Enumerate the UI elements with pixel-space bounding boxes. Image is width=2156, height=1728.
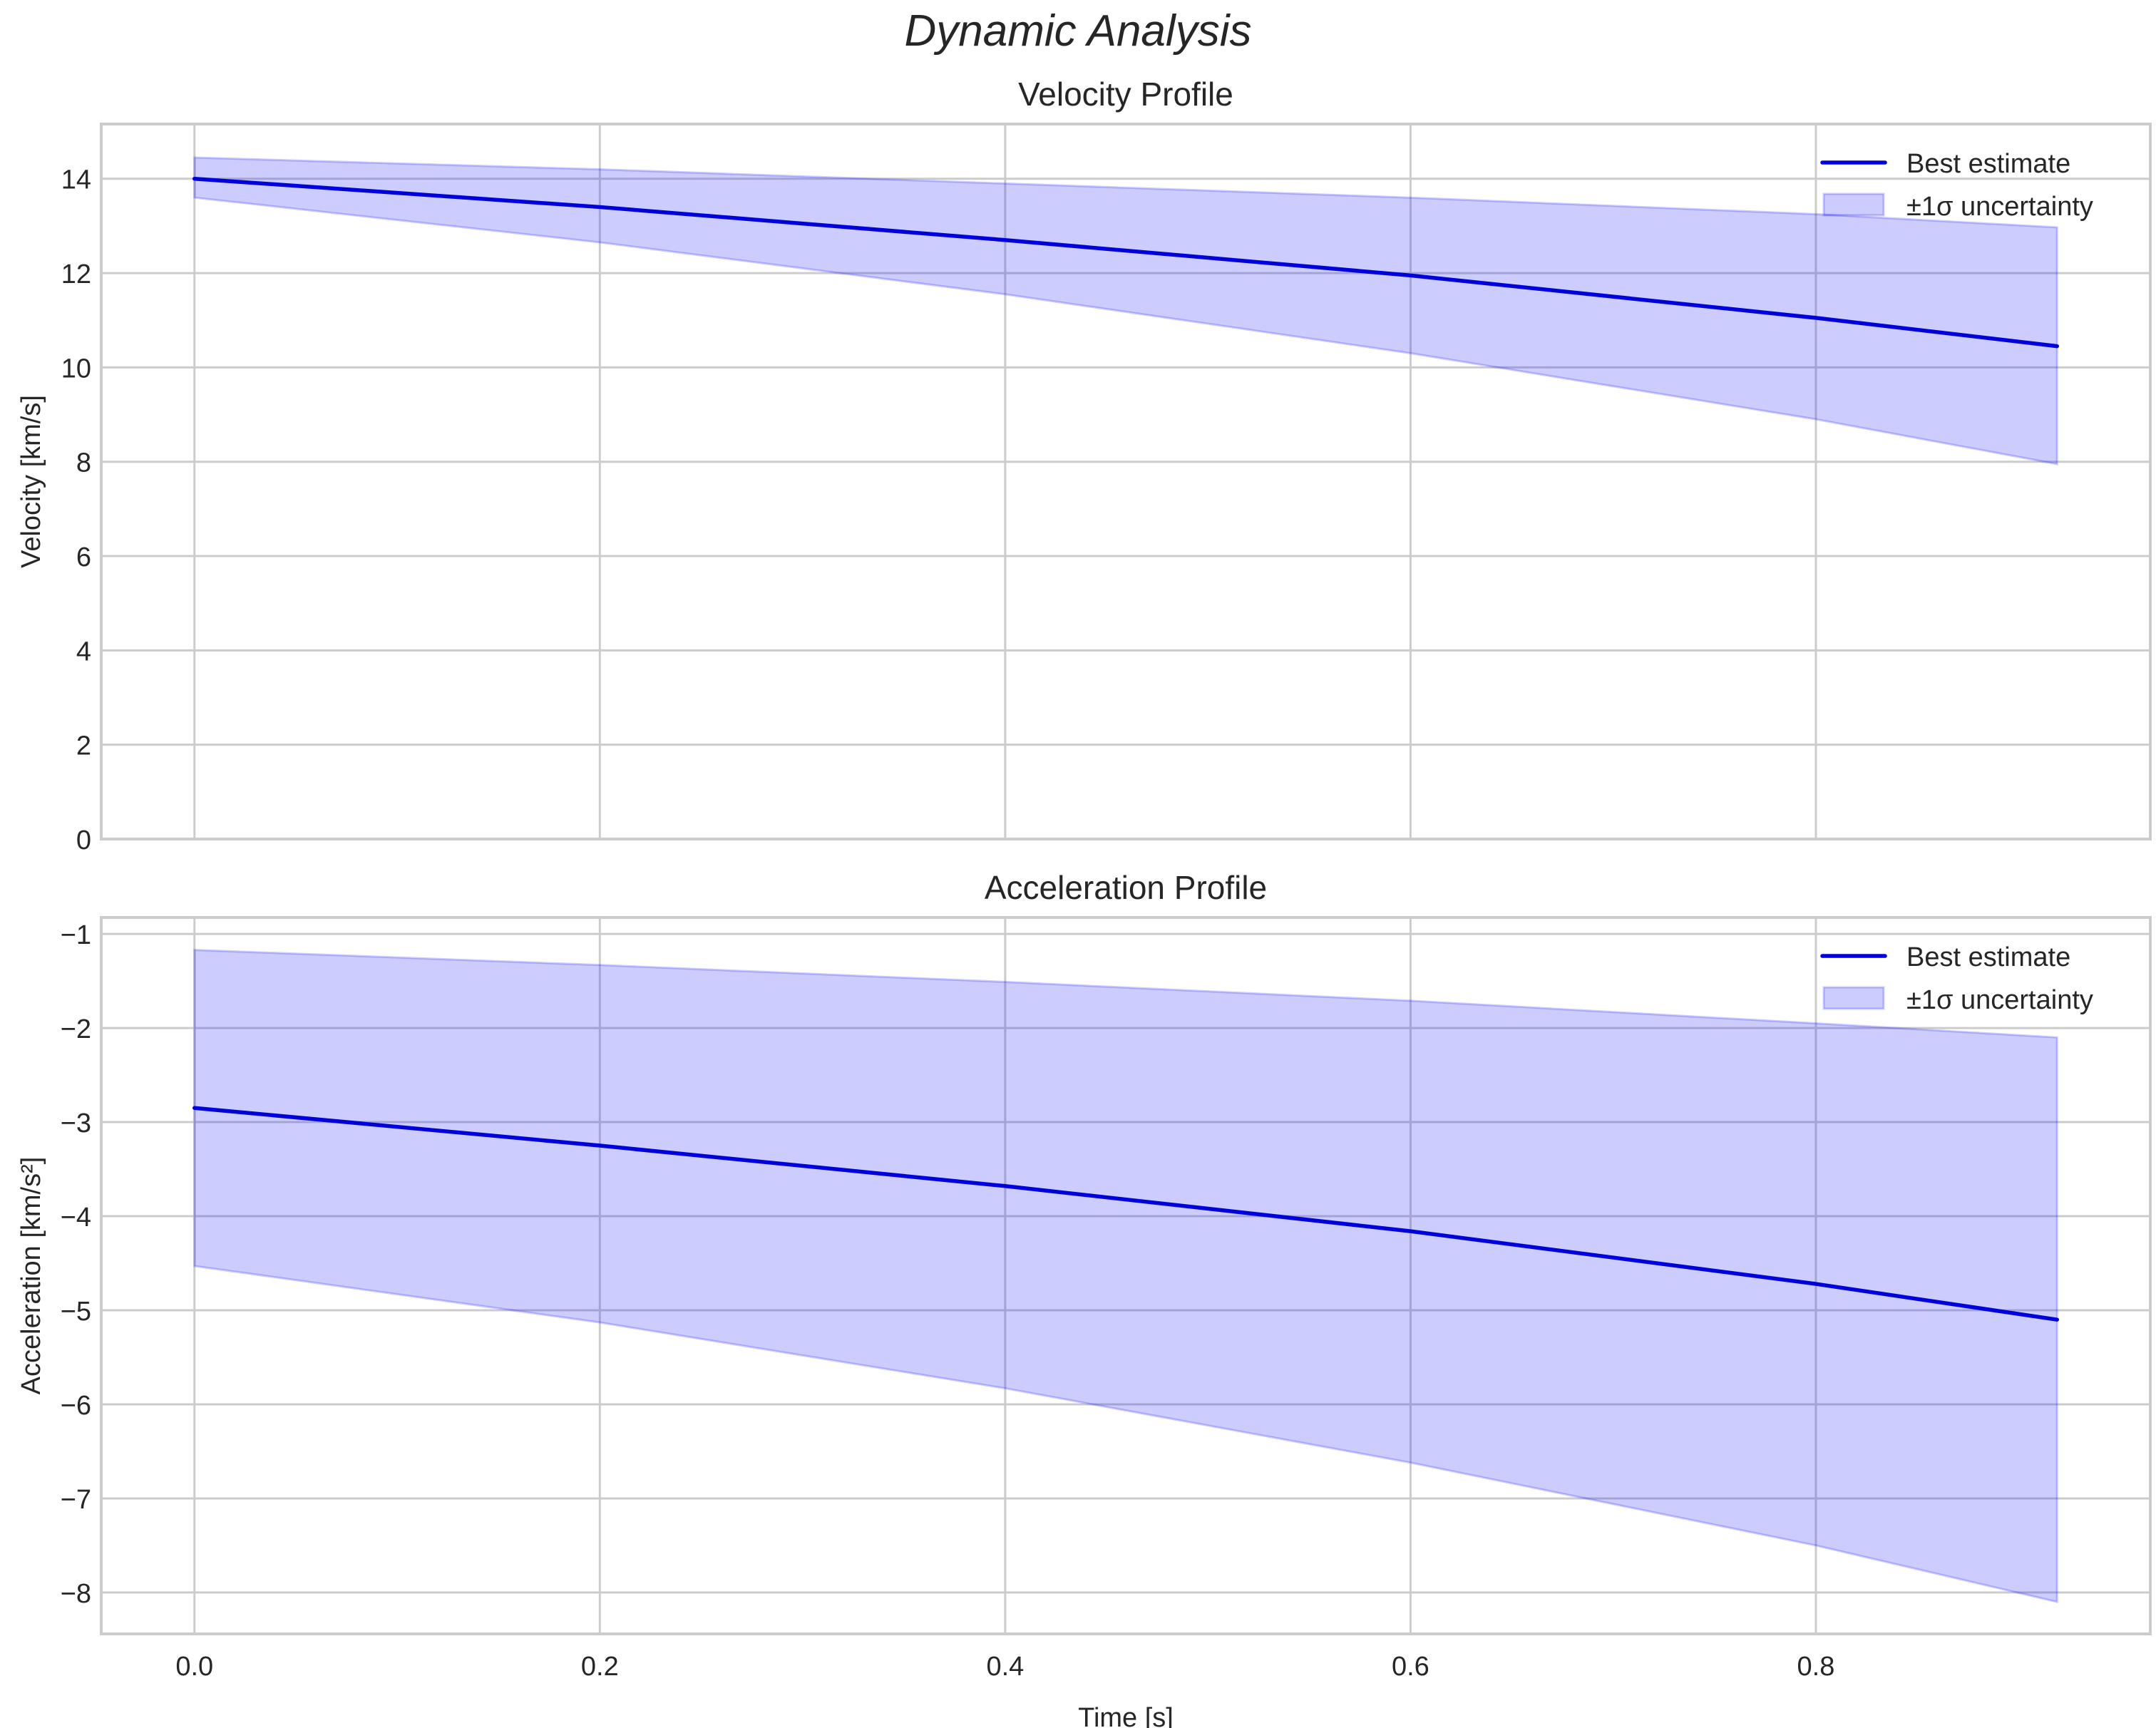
- svg-text:0.4: 0.4: [986, 1652, 1024, 1682]
- y-tick-labels: 0 2 4 6 8 10 12 14: [61, 165, 91, 855]
- axes-frame: [100, 916, 2152, 1635]
- best-estimate-line: [192, 176, 2059, 349]
- plot-area: [101, 917, 2150, 1634]
- figure-title: Dynamic Analysis: [904, 6, 1252, 56]
- legend: Best estimate ±1σ uncertainty: [1820, 149, 2093, 222]
- svg-text:−1: −1: [61, 920, 91, 950]
- svg-text:2: 2: [76, 731, 91, 761]
- svg-text:−2: −2: [61, 1014, 91, 1044]
- svg-text:−7: −7: [61, 1485, 91, 1515]
- gridlines: [101, 917, 2150, 1634]
- svg-text:0.8: 0.8: [1797, 1652, 1835, 1682]
- y-tick-labels: −1 −2 −3 −4 −5 −6 −7 −8: [61, 920, 91, 1609]
- svg-text:0: 0: [76, 826, 91, 855]
- y-axis-label: Acceleration [km/s²]: [16, 1157, 46, 1395]
- legend: Best estimate ±1σ uncertainty: [1820, 942, 2093, 1015]
- svg-text:0.0: 0.0: [175, 1652, 213, 1682]
- svg-text:6: 6: [76, 542, 91, 572]
- svg-text:8: 8: [76, 448, 91, 478]
- velocity-chart: Velocity Profile 0 2 4 6 8 10 12 14 Velocity [km/…: [16, 76, 2152, 855]
- x-tick-labels: 0.0 0.2 0.4 0.6 0.8: [175, 1652, 1834, 1682]
- legend-label-uncertainty: ±1σ uncertainty: [1906, 985, 2093, 1015]
- svg-text:0.2: 0.2: [581, 1652, 619, 1682]
- svg-text:−3: −3: [61, 1109, 91, 1138]
- svg-text:−5: −5: [61, 1297, 91, 1327]
- svg-text:−6: −6: [61, 1391, 91, 1421]
- panel-title: Velocity Profile: [1018, 76, 1233, 113]
- svg-text:4: 4: [76, 637, 91, 667]
- svg-text:12: 12: [61, 259, 91, 289]
- axes-frame: [100, 123, 2152, 840]
- acceleration-chart: Acceleration Profile−1−2−3−4−5−6−7−80.0 0…: [16, 869, 2152, 1728]
- uncertainty-band: [193, 948, 2058, 1604]
- x-axis-label: Time [s]: [1078, 1703, 1174, 1728]
- legend-label-best-estimate: Best estimate: [1906, 942, 2070, 972]
- svg-text:0.6: 0.6: [1392, 1652, 1429, 1682]
- svg-text:10: 10: [61, 354, 91, 384]
- legend-band-swatch: [1822, 986, 1885, 1010]
- legend-label-uncertainty: ±1σ uncertainty: [1906, 192, 2093, 222]
- svg-text:14: 14: [61, 165, 91, 195]
- y-axis-label: Velocity [km/s]: [16, 395, 46, 568]
- panel-title: Acceleration Profile: [985, 869, 1267, 906]
- svg-text:−4: −4: [61, 1203, 91, 1233]
- best-estimate-line: [192, 1106, 2059, 1322]
- svg-text:−8: −8: [61, 1579, 91, 1609]
- legend-band-swatch: [1822, 192, 1885, 217]
- legend-label-best-estimate: Best estimate: [1906, 149, 2070, 179]
- uncertainty-band: [193, 156, 2058, 466]
- plot-area: [101, 124, 2150, 839]
